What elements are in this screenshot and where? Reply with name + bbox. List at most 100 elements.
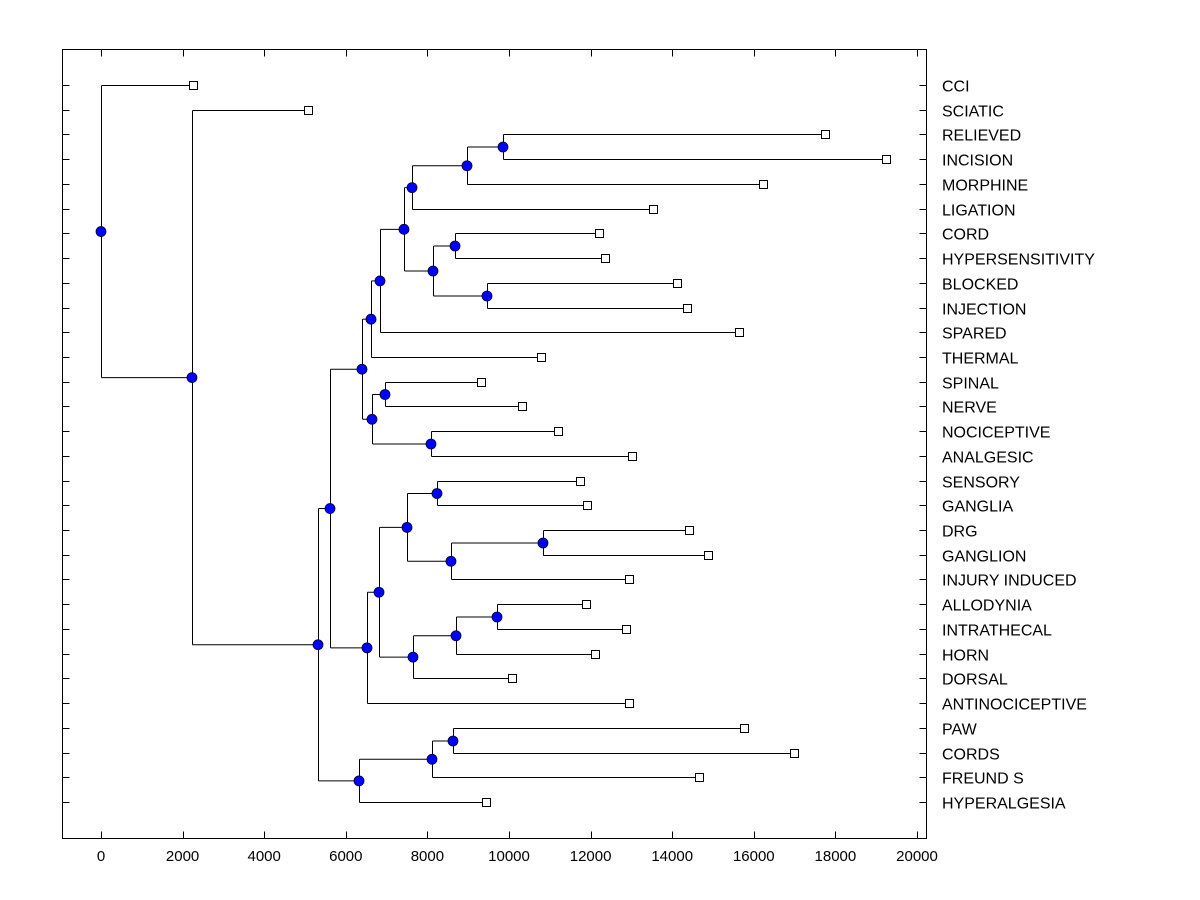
leaf-label: CORD — [942, 227, 989, 244]
cluster-node-marker — [356, 363, 368, 375]
cluster-node-marker — [431, 488, 443, 499]
leaf-label: SPARED — [942, 326, 1007, 343]
leaf-label: INCISION — [942, 153, 1013, 170]
cluster-node-marker — [425, 438, 437, 450]
leaf-marker — [683, 304, 692, 313]
leaf-marker — [482, 798, 491, 807]
leaf-label: GANGLIA — [942, 499, 1013, 516]
x-tick-label: 8000 — [411, 848, 444, 865]
leaf-marker — [740, 724, 749, 733]
leaf-label: CCI — [942, 79, 970, 96]
leaf-label: LIGATION — [942, 203, 1016, 220]
cluster-node-marker — [379, 389, 391, 400]
leaf-marker — [625, 699, 634, 708]
leaf-label: BLOCKED — [942, 277, 1018, 294]
leaf-marker — [821, 130, 830, 139]
x-tick-label: 14000 — [651, 848, 693, 865]
leaf-marker — [189, 81, 198, 90]
cluster-node-marker — [406, 182, 418, 194]
leaf-label: DORSAL — [942, 672, 1008, 689]
leaf-label: HYPERSENSITIVITY — [942, 252, 1095, 269]
cluster-node-marker — [374, 275, 386, 287]
cluster-node-marker — [445, 555, 457, 567]
dendrogram-links — [101, 85, 886, 803]
x-tick-labels: 0 2000 4000 6000 8000 10000 12000 14000 16000 180… — [97, 848, 938, 865]
leaf-marker — [735, 328, 744, 337]
leaf-label: NOCICEPTIVE — [942, 425, 1050, 442]
leaf-label: SCIATIC — [942, 104, 1004, 121]
leaf-label: DRG — [942, 524, 978, 541]
plot-frame — [62, 49, 927, 839]
x-tick-label: 2000 — [166, 848, 199, 865]
cluster-node-marker — [461, 160, 473, 172]
leaf-marker — [704, 551, 713, 560]
leaf-label: SPINAL — [942, 376, 999, 393]
cluster-node-marker — [186, 372, 198, 384]
axis-ticks — [62, 49, 927, 839]
leaf-label: FREUND S — [942, 771, 1024, 788]
leaf-label: ANALGESIC — [942, 450, 1034, 467]
leaf-label: PAW — [942, 722, 978, 739]
leaf-markers — [189, 81, 891, 807]
leaf-label: RELIEVED — [942, 128, 1021, 145]
leaf-label: ALLODYNIA — [942, 598, 1032, 615]
x-tick-label: 4000 — [248, 848, 281, 865]
leaf-label: CORDS — [942, 747, 1000, 764]
leaf-label: HYPERALGESIA — [942, 796, 1066, 813]
leaf-marker — [649, 205, 658, 214]
leaf-label: MORPHINE — [942, 178, 1028, 195]
cluster-node-marker — [373, 586, 385, 598]
leaf-marker — [790, 749, 799, 758]
leaf-marker — [304, 106, 313, 115]
leaf-marker — [576, 477, 585, 486]
x-tick-label: 0 — [97, 848, 105, 865]
leaf-marker — [601, 254, 610, 263]
leaf-marker — [477, 378, 486, 387]
cluster-node-marker — [481, 290, 493, 302]
leaf-marker — [518, 402, 527, 411]
leaf-marker — [591, 650, 600, 659]
leaf-marker — [673, 279, 682, 288]
cluster-node-marker — [497, 141, 509, 153]
cluster-node-marker — [401, 521, 413, 533]
leaf-marker — [537, 353, 546, 362]
cluster-node-marker — [450, 630, 462, 642]
cluster-node-marker — [95, 226, 107, 237]
leaf-labels: CCI SCIATIC RELIEVED INCISION MORPHINE LIGATI… — [942, 79, 1095, 813]
x-tick-label: 16000 — [733, 848, 775, 865]
leaf-marker — [583, 501, 592, 510]
leaf-label: SENSORY — [942, 475, 1020, 492]
leaf-label: GANGLION — [942, 549, 1026, 566]
cluster-node-marker — [324, 503, 336, 514]
cluster-node-marker — [537, 537, 549, 549]
leaf-marker — [882, 155, 891, 164]
dendrogram-nodes — [95, 141, 549, 787]
cluster-node-marker — [398, 223, 410, 235]
cluster-node-marker — [365, 313, 377, 325]
leaf-marker — [595, 229, 604, 238]
leaf-marker — [622, 625, 631, 634]
leaf-label: ANTINOCICEPTIVE — [942, 697, 1087, 714]
x-tick-label: 20000 — [896, 848, 938, 865]
leaf-marker — [628, 452, 637, 461]
leaf-marker — [582, 600, 591, 609]
cluster-node-marker — [447, 735, 459, 747]
x-tick-label: 12000 — [570, 848, 612, 865]
leaf-label: INJECTION — [942, 302, 1026, 319]
cluster-node-marker — [426, 753, 438, 765]
x-tick-label: 18000 — [815, 848, 857, 865]
leaf-marker — [695, 773, 704, 782]
leaf-marker — [685, 526, 694, 535]
leaf-marker — [759, 180, 768, 189]
leaf-label: INTRATHECAL — [942, 623, 1052, 640]
leaf-marker — [508, 674, 517, 683]
cluster-node-marker — [491, 611, 503, 623]
cluster-node-marker — [407, 651, 419, 663]
cluster-node-marker — [312, 639, 324, 651]
cluster-node-marker — [361, 642, 373, 654]
leaf-label: HORN — [942, 648, 989, 665]
cluster-node-marker — [427, 265, 439, 277]
leaf-label: NERVE — [942, 400, 997, 417]
leaf-label: INJURY INDUCED — [942, 573, 1077, 590]
